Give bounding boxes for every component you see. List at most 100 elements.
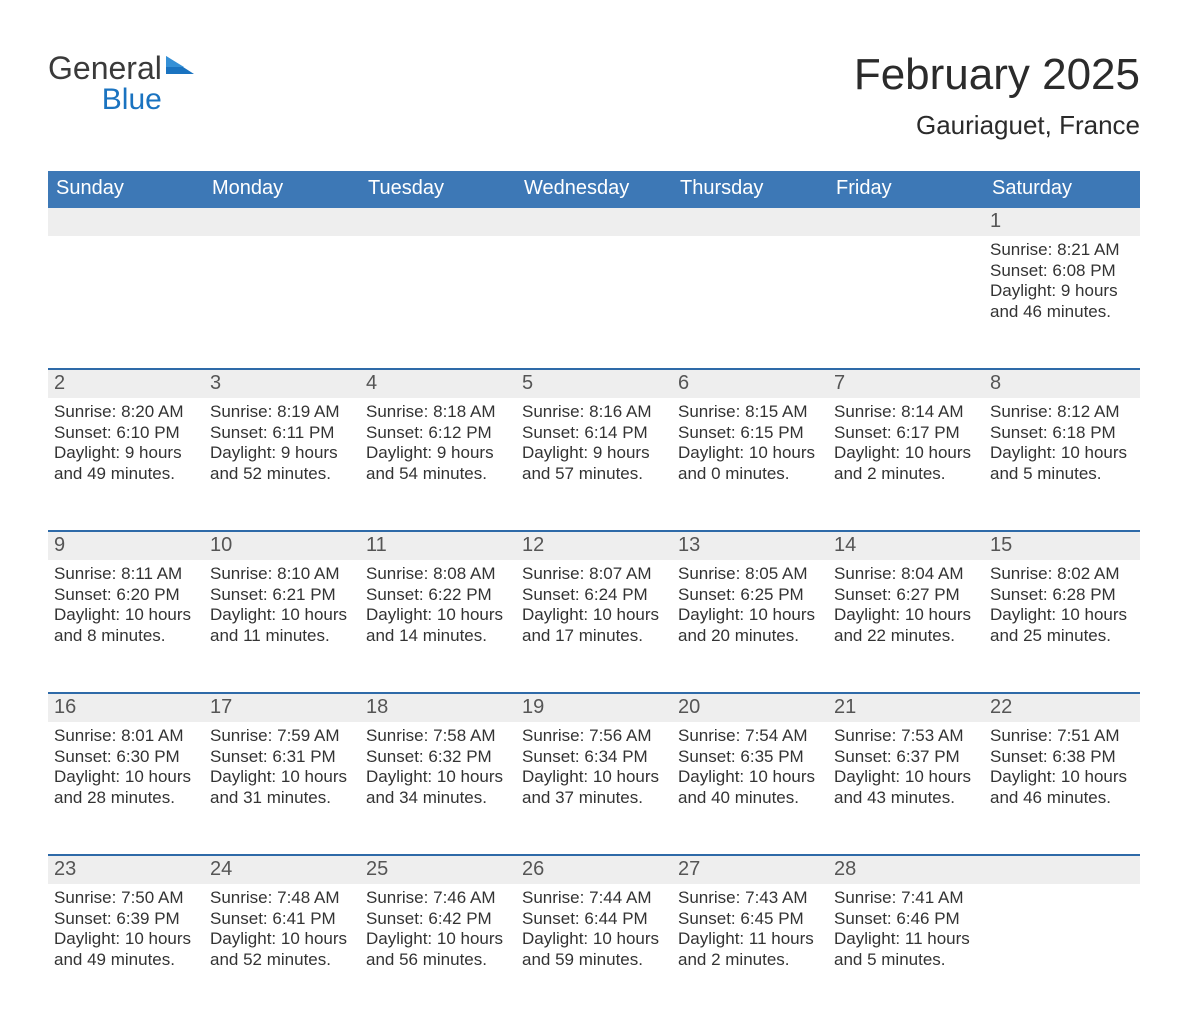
sunset-value: 6:18 PM [1052,423,1115,442]
sunrise-value: 7:44 AM [589,888,651,907]
sunrise-label: Sunrise: [834,888,896,907]
logo-word-blue: Blue [48,83,162,117]
day-cell: Sunrise: 8:15 AMSunset: 6:15 PMDaylight:… [672,398,828,530]
header: General Blue February 2025 Gauriaguet, F… [48,50,1140,141]
sunset-label: Sunset: [366,585,424,604]
sunrise-label: Sunrise: [366,564,428,583]
daylight-label: Daylight: [834,443,900,462]
day-sunset: Sunset: 6:44 PM [522,909,666,930]
sunrise-label: Sunrise: [990,402,1052,421]
day-number: 14 [828,532,984,560]
day-number [204,208,360,236]
day-cell: Sunrise: 8:20 AMSunset: 6:10 PMDaylight:… [48,398,204,530]
day-cell [48,236,204,368]
sunrise-value: 8:08 AM [433,564,495,583]
daylight-label: Daylight: [990,443,1056,462]
sunset-label: Sunset: [522,909,580,928]
sunset-label: Sunset: [54,585,112,604]
sunset-label: Sunset: [678,909,736,928]
sunrise-value: 7:51 AM [1057,726,1119,745]
sunrise-label: Sunrise: [366,888,428,907]
sunset-value: 6:39 PM [116,909,179,928]
sunset-label: Sunset: [366,747,424,766]
day-number [48,208,204,236]
sunrise-value: 7:46 AM [433,888,495,907]
logo-word-general: General [48,50,162,86]
sunrise-label: Sunrise: [54,564,116,583]
day-sunset: Sunset: 6:35 PM [678,747,822,768]
daynum-row: 1 [48,208,1140,236]
day-daylight: Daylight: 10 hours and 43 minutes. [834,767,978,808]
sunset-value: 6:25 PM [740,585,803,604]
day-number: 15 [984,532,1140,560]
sunset-label: Sunset: [366,423,424,442]
day-daylight: Daylight: 10 hours and 11 minutes. [210,605,354,646]
day-sunrise: Sunrise: 7:41 AM [834,888,978,909]
sunrise-value: 8:11 AM [121,564,182,583]
sunset-label: Sunset: [522,747,580,766]
sunrise-value: 8:01 AM [121,726,183,745]
day-daylight: Daylight: 10 hours and 25 minutes. [990,605,1134,646]
sunset-value: 6:22 PM [428,585,491,604]
week-row: 16171819202122Sunrise: 8:01 AMSunset: 6:… [48,692,1140,854]
title-block: February 2025 Gauriaguet, France [854,50,1140,141]
daylight-label: Daylight: [990,767,1056,786]
day-sunrise: Sunrise: 7:43 AM [678,888,822,909]
day-daylight: Daylight: 10 hours and 8 minutes. [54,605,198,646]
day-number [360,208,516,236]
day-sunset: Sunset: 6:11 PM [210,423,354,444]
sunrise-label: Sunrise: [522,726,584,745]
day-sunrise: Sunrise: 7:46 AM [366,888,510,909]
day-cell: Sunrise: 8:16 AMSunset: 6:14 PMDaylight:… [516,398,672,530]
day-number: 5 [516,370,672,398]
day-cell: Sunrise: 7:56 AMSunset: 6:34 PMDaylight:… [516,722,672,854]
sunset-value: 6:24 PM [584,585,647,604]
sunset-value: 6:14 PM [584,423,647,442]
day-sunset: Sunset: 6:18 PM [990,423,1134,444]
daylight-label: Daylight: [678,929,744,948]
day-daylight: Daylight: 10 hours and 46 minutes. [990,767,1134,808]
day-cell: Sunrise: 7:58 AMSunset: 6:32 PMDaylight:… [360,722,516,854]
day-daylight: Daylight: 10 hours and 56 minutes. [366,929,510,970]
daynum-row: 2345678 [48,370,1140,398]
sunset-label: Sunset: [990,747,1048,766]
day-cell: Sunrise: 8:05 AMSunset: 6:25 PMDaylight:… [672,560,828,692]
day-number: 21 [828,694,984,722]
sunset-value: 6:42 PM [428,909,491,928]
sunset-label: Sunset: [834,909,892,928]
day-number: 8 [984,370,1140,398]
day-sunset: Sunset: 6:15 PM [678,423,822,444]
sunset-value: 6:45 PM [740,909,803,928]
daylight-label: Daylight: [834,929,900,948]
day-daylight: Daylight: 10 hours and 40 minutes. [678,767,822,808]
daylight-label: Daylight: [834,605,900,624]
day-number [672,208,828,236]
day-sunrise: Sunrise: 8:11 AM [54,564,198,585]
day-number: 1 [984,208,1140,236]
day-sunrise: Sunrise: 7:54 AM [678,726,822,747]
day-cell [828,236,984,368]
day-sunset: Sunset: 6:10 PM [54,423,198,444]
day-number: 19 [516,694,672,722]
day-daylight: Daylight: 9 hours and 52 minutes. [210,443,354,484]
sunrise-value: 7:54 AM [745,726,807,745]
sunrise-value: 8:02 AM [1057,564,1119,583]
sunset-label: Sunset: [834,747,892,766]
sunrise-label: Sunrise: [834,726,896,745]
sunrise-label: Sunrise: [678,888,740,907]
day-sunset: Sunset: 6:30 PM [54,747,198,768]
daylight-label: Daylight: [678,605,744,624]
sunrise-value: 8:20 AM [121,402,183,421]
weekday-header: Friday [828,171,984,208]
day-sunrise: Sunrise: 7:44 AM [522,888,666,909]
day-sunset: Sunset: 6:08 PM [990,261,1134,282]
day-number: 22 [984,694,1140,722]
day-sunrise: Sunrise: 8:19 AM [210,402,354,423]
daylight-label: Daylight: [522,767,588,786]
day-sunrise: Sunrise: 8:18 AM [366,402,510,423]
day-cell: Sunrise: 8:14 AMSunset: 6:17 PMDaylight:… [828,398,984,530]
sunrise-label: Sunrise: [210,564,272,583]
sunrise-value: 7:59 AM [277,726,339,745]
sunset-label: Sunset: [54,423,112,442]
sunset-value: 6:15 PM [740,423,803,442]
